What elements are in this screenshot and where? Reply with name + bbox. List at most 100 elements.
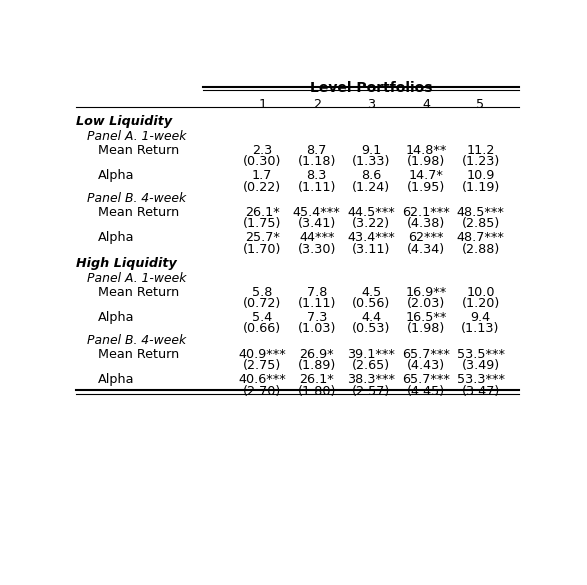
Text: 14.8**: 14.8** bbox=[405, 144, 447, 157]
Text: (4.34): (4.34) bbox=[407, 243, 445, 256]
Text: (3.30): (3.30) bbox=[298, 243, 336, 256]
Text: (0.66): (0.66) bbox=[243, 322, 281, 335]
Text: (1.23): (1.23) bbox=[461, 156, 500, 168]
Text: Mean Return: Mean Return bbox=[99, 206, 180, 219]
Text: 39.1***: 39.1*** bbox=[348, 347, 395, 361]
Text: (3.47): (3.47) bbox=[461, 384, 500, 398]
Text: (1.80): (1.80) bbox=[298, 384, 336, 398]
Text: 43.4***: 43.4*** bbox=[348, 231, 395, 244]
Text: 26.1*: 26.1* bbox=[245, 206, 279, 219]
Text: (4.43): (4.43) bbox=[407, 359, 445, 373]
Text: (3.11): (3.11) bbox=[352, 243, 390, 256]
Text: High Liquidity: High Liquidity bbox=[76, 257, 177, 270]
Text: 65.7***: 65.7*** bbox=[402, 373, 450, 386]
Text: (0.22): (0.22) bbox=[243, 181, 281, 194]
Text: 65.7***: 65.7*** bbox=[402, 347, 450, 361]
Text: Level Portfolios: Level Portfolios bbox=[310, 81, 433, 95]
Text: (2.57): (2.57) bbox=[352, 384, 390, 398]
Text: (1.95): (1.95) bbox=[407, 181, 445, 194]
Text: Mean Return: Mean Return bbox=[99, 347, 180, 361]
Text: Panel B. 4-week: Panel B. 4-week bbox=[87, 334, 186, 347]
Text: 53.3***: 53.3*** bbox=[457, 373, 505, 386]
Text: 4: 4 bbox=[422, 98, 430, 111]
Text: 7.3: 7.3 bbox=[306, 311, 327, 324]
Text: 26.9*: 26.9* bbox=[299, 347, 334, 361]
Text: 2.3: 2.3 bbox=[252, 144, 272, 157]
Text: Alpha: Alpha bbox=[99, 373, 135, 386]
Text: Panel A. 1-week: Panel A. 1-week bbox=[87, 130, 187, 143]
Text: (1.19): (1.19) bbox=[461, 181, 500, 194]
Text: 44***: 44*** bbox=[299, 231, 335, 244]
Text: 62***: 62*** bbox=[408, 231, 444, 244]
Text: Mean Return: Mean Return bbox=[99, 285, 180, 298]
Text: 9.1: 9.1 bbox=[361, 144, 382, 157]
Text: 16.9**: 16.9** bbox=[405, 285, 447, 298]
Text: 8.6: 8.6 bbox=[361, 169, 382, 182]
Text: 3: 3 bbox=[367, 98, 376, 111]
Text: 5.8: 5.8 bbox=[252, 285, 272, 298]
Text: 16.5**: 16.5** bbox=[405, 311, 447, 324]
Text: 26.1*: 26.1* bbox=[299, 373, 334, 386]
Text: 38.3***: 38.3*** bbox=[348, 373, 396, 386]
Text: (0.53): (0.53) bbox=[352, 322, 390, 335]
Text: (1.24): (1.24) bbox=[352, 181, 390, 194]
Text: 10.9: 10.9 bbox=[466, 169, 495, 182]
Text: 4.4: 4.4 bbox=[361, 311, 382, 324]
Text: Panel B. 4-week: Panel B. 4-week bbox=[87, 192, 186, 205]
Text: 9.4: 9.4 bbox=[470, 311, 491, 324]
Text: Mean Return: Mean Return bbox=[99, 144, 180, 157]
Text: 40.6***: 40.6*** bbox=[238, 373, 286, 386]
Text: (2.70): (2.70) bbox=[243, 384, 281, 398]
Text: (0.72): (0.72) bbox=[243, 297, 281, 310]
Text: (4.38): (4.38) bbox=[407, 218, 445, 230]
Text: (1.75): (1.75) bbox=[243, 218, 281, 230]
Text: Panel A. 1-week: Panel A. 1-week bbox=[87, 272, 187, 285]
Text: 11.2: 11.2 bbox=[466, 144, 495, 157]
Text: (2.75): (2.75) bbox=[243, 359, 281, 373]
Text: (2.88): (2.88) bbox=[461, 243, 500, 256]
Text: (3.22): (3.22) bbox=[352, 218, 390, 230]
Text: (4.45): (4.45) bbox=[407, 384, 445, 398]
Text: (1.98): (1.98) bbox=[407, 322, 445, 335]
Text: 40.9***: 40.9*** bbox=[238, 347, 286, 361]
Text: 2: 2 bbox=[313, 98, 321, 111]
Text: 10.0: 10.0 bbox=[466, 285, 495, 298]
Text: 5: 5 bbox=[477, 98, 485, 111]
Text: 53.5***: 53.5*** bbox=[457, 347, 505, 361]
Text: (1.13): (1.13) bbox=[461, 322, 500, 335]
Text: (1.70): (1.70) bbox=[243, 243, 281, 256]
Text: (1.03): (1.03) bbox=[298, 322, 336, 335]
Text: (1.11): (1.11) bbox=[298, 297, 336, 310]
Text: 45.4***: 45.4*** bbox=[293, 206, 340, 219]
Text: (1.33): (1.33) bbox=[352, 156, 390, 168]
Text: 44.5***: 44.5*** bbox=[348, 206, 395, 219]
Text: 1: 1 bbox=[258, 98, 266, 111]
Text: Alpha: Alpha bbox=[99, 169, 135, 182]
Text: Low Liquidity: Low Liquidity bbox=[76, 115, 172, 128]
Text: (0.56): (0.56) bbox=[352, 297, 390, 310]
Text: 4.5: 4.5 bbox=[361, 285, 382, 298]
Text: (1.98): (1.98) bbox=[407, 156, 445, 168]
Text: 25.7*: 25.7* bbox=[245, 231, 279, 244]
Text: 5.4: 5.4 bbox=[252, 311, 272, 324]
Text: (2.03): (2.03) bbox=[407, 297, 445, 310]
Text: 62.1***: 62.1*** bbox=[402, 206, 450, 219]
Text: (0.30): (0.30) bbox=[243, 156, 281, 168]
Text: (1.11): (1.11) bbox=[298, 181, 336, 194]
Text: 14.7*: 14.7* bbox=[409, 169, 443, 182]
Text: 48.7***: 48.7*** bbox=[457, 231, 504, 244]
Text: (1.20): (1.20) bbox=[461, 297, 500, 310]
Text: 8.7: 8.7 bbox=[306, 144, 327, 157]
Text: 7.8: 7.8 bbox=[306, 285, 327, 298]
Text: 1.7: 1.7 bbox=[252, 169, 272, 182]
Text: (3.41): (3.41) bbox=[298, 218, 336, 230]
Text: 48.5***: 48.5*** bbox=[457, 206, 504, 219]
Text: Alpha: Alpha bbox=[99, 231, 135, 244]
Text: (1.89): (1.89) bbox=[298, 359, 336, 373]
Text: 8.3: 8.3 bbox=[306, 169, 327, 182]
Text: (2.85): (2.85) bbox=[461, 218, 500, 230]
Text: (1.18): (1.18) bbox=[298, 156, 336, 168]
Text: Alpha: Alpha bbox=[99, 311, 135, 324]
Text: (3.49): (3.49) bbox=[461, 359, 500, 373]
Text: (2.65): (2.65) bbox=[352, 359, 390, 373]
